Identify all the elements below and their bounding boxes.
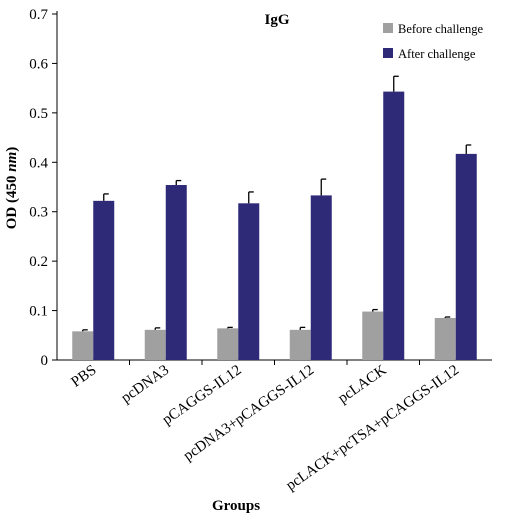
bar-before	[144, 329, 166, 360]
bar-before	[434, 317, 456, 360]
y-tick-label: 0	[41, 353, 49, 369]
x-tick-label: pcDNA3	[119, 362, 173, 406]
y-axis-title: OD (450 nm)	[4, 147, 20, 230]
y-tick-label: 0.3	[29, 205, 48, 221]
bar-after	[93, 200, 115, 360]
bar-after	[165, 185, 187, 360]
legend-swatch-before	[383, 23, 393, 33]
x-tick-label: pcLACK	[335, 362, 389, 407]
legend-swatch-after	[383, 48, 393, 58]
x-tick-label: pcDNA3+pCAGGS-IL12	[181, 362, 317, 464]
bar-after	[455, 153, 477, 360]
bar-before	[72, 331, 94, 360]
chart-title: IgG	[264, 12, 289, 28]
bar-before	[362, 311, 384, 360]
y-tick-label: 0.2	[29, 254, 48, 270]
legend-label-before: Before challenge	[398, 22, 483, 36]
y-tick-label: 0.4	[29, 155, 48, 171]
x-axis-title: Groups	[212, 498, 260, 514]
bar-after	[310, 195, 332, 360]
y-tick-label: 0.7	[29, 7, 48, 23]
y-tick-label: 0.6	[29, 56, 48, 72]
bar-before	[289, 329, 311, 360]
y-tick-label: 0.1	[29, 304, 48, 320]
bar-after	[238, 203, 260, 360]
legend: Before challenge After challenge	[383, 22, 483, 61]
legend-label-after: After challenge	[398, 47, 476, 61]
bar-after	[383, 91, 405, 361]
x-tick-label: PBS	[68, 362, 99, 390]
bar-before	[217, 328, 239, 360]
y-tick-label: 0.5	[29, 106, 48, 122]
